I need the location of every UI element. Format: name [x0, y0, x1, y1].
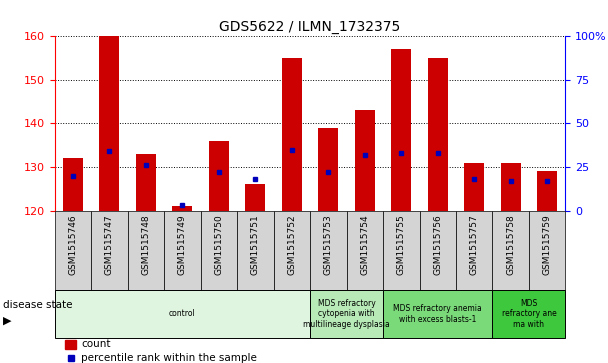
Bar: [492, 290, 565, 338]
Text: GSM1515751: GSM1515751: [251, 215, 260, 275]
Bar: [55, 290, 310, 338]
Bar: [310, 290, 383, 338]
Bar: [383, 211, 420, 290]
Bar: [310, 211, 347, 290]
Bar: [427, 58, 447, 211]
Bar: [282, 58, 302, 211]
Bar: [354, 110, 375, 211]
Text: MDS
refractory ane
ma with: MDS refractory ane ma with: [502, 299, 556, 329]
Bar: [420, 211, 456, 290]
Bar: [391, 49, 411, 211]
Bar: [63, 158, 83, 211]
Bar: [136, 154, 156, 211]
Text: GSM1515756: GSM1515756: [434, 215, 442, 275]
Bar: [172, 206, 192, 211]
Bar: [55, 211, 91, 290]
Text: GSM1515758: GSM1515758: [506, 215, 515, 275]
Bar: [245, 184, 265, 211]
Text: GSM1515747: GSM1515747: [105, 215, 114, 275]
Text: GSM1515755: GSM1515755: [397, 215, 406, 275]
Bar: [464, 163, 484, 211]
Title: GDS5622 / ILMN_1732375: GDS5622 / ILMN_1732375: [219, 20, 401, 34]
Bar: [201, 211, 237, 290]
Text: MDS refractory
cytopenia with
multilineage dysplasia: MDS refractory cytopenia with multilinea…: [303, 299, 390, 329]
Text: GSM1515752: GSM1515752: [288, 215, 296, 275]
Text: GSM1515757: GSM1515757: [470, 215, 478, 275]
Bar: [456, 211, 492, 290]
Bar: [492, 211, 529, 290]
Text: GSM1515750: GSM1515750: [215, 215, 223, 275]
Bar: [65, 340, 76, 349]
Bar: [164, 211, 201, 290]
Text: GSM1515754: GSM1515754: [361, 215, 369, 275]
Text: GSM1515753: GSM1515753: [324, 215, 333, 275]
Bar: [274, 211, 310, 290]
Bar: [383, 290, 492, 338]
Text: MDS refractory anemia
with excess blasts-1: MDS refractory anemia with excess blasts…: [393, 304, 482, 324]
Bar: [529, 211, 565, 290]
Text: GSM1515759: GSM1515759: [543, 215, 551, 275]
Text: count: count: [81, 339, 111, 350]
Text: GSM1515748: GSM1515748: [142, 215, 150, 275]
Bar: [237, 211, 274, 290]
Bar: [347, 211, 383, 290]
Bar: [128, 211, 164, 290]
Text: ▶: ▶: [3, 316, 12, 326]
Text: percentile rank within the sample: percentile rank within the sample: [81, 353, 257, 363]
Text: disease state: disease state: [3, 299, 72, 310]
Bar: [209, 141, 229, 211]
Text: GSM1515746: GSM1515746: [69, 215, 77, 275]
Bar: [537, 171, 557, 211]
Bar: [91, 211, 128, 290]
Text: control: control: [169, 310, 196, 318]
Text: GSM1515749: GSM1515749: [178, 215, 187, 275]
Bar: [318, 128, 338, 211]
Bar: [99, 36, 119, 211]
Bar: [500, 163, 520, 211]
